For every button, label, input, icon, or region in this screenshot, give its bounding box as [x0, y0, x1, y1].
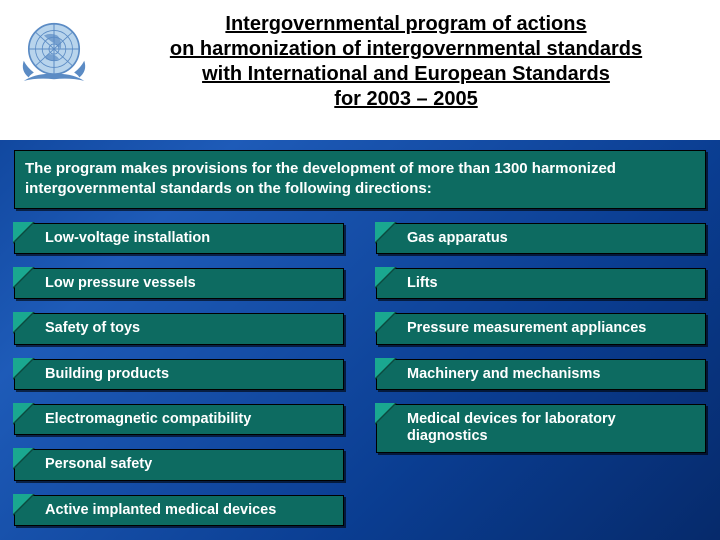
- right-column: Gas apparatus Lifts Pressure measurement a…: [376, 223, 706, 540]
- direction-item: Safety of toys: [14, 313, 344, 344]
- corner-triangle-icon: [13, 403, 35, 425]
- header-row: Intergovernmental program of actions on …: [0, 0, 720, 140]
- direction-label: Pressure measurement appliances: [407, 320, 646, 337]
- page-title: Intergovernmental program of actions on …: [102, 10, 710, 112]
- title-line-1: Intergovernmental program of actions: [225, 13, 586, 35]
- direction-item: Pressure measurement appliances: [376, 313, 706, 344]
- direction-item: Lifts: [376, 268, 706, 299]
- intro-text: The program makes provisions for the dev…: [14, 150, 706, 209]
- direction-item: Medical devices for laboratory diagnosti…: [376, 404, 706, 453]
- un-emblem-icon: [12, 12, 96, 96]
- corner-triangle-icon: [375, 267, 397, 289]
- corner-triangle-icon: [13, 312, 35, 334]
- direction-label: Personal safety: [45, 456, 152, 473]
- direction-label: Medical devices for laboratory diagnosti…: [407, 411, 697, 446]
- direction-item: Personal safety: [14, 449, 344, 480]
- corner-triangle-icon: [13, 358, 35, 380]
- corner-triangle-icon: [13, 448, 35, 470]
- direction-label: Machinery and mechanisms: [407, 366, 600, 383]
- direction-item: Low pressure vessels: [14, 268, 344, 299]
- left-column: Low-voltage installation Low pressure ves…: [14, 223, 344, 540]
- direction-label: Active implanted medical devices: [45, 502, 276, 519]
- title-line-3: with International and European Standard…: [202, 63, 610, 85]
- direction-label: Gas apparatus: [407, 230, 508, 247]
- title-line-2: on harmonization of intergovernmental st…: [170, 38, 642, 60]
- corner-triangle-icon: [13, 494, 35, 516]
- direction-item: Electromagnetic compatibility: [14, 404, 344, 435]
- direction-label: Safety of toys: [45, 320, 140, 337]
- direction-item: Building products: [14, 359, 344, 390]
- direction-label: Lifts: [407, 275, 438, 292]
- direction-label: Low-voltage installation: [45, 230, 210, 247]
- corner-triangle-icon: [375, 222, 397, 244]
- direction-item: Gas apparatus: [376, 223, 706, 254]
- title-line-4: for 2003 – 2005: [334, 88, 477, 110]
- direction-item: Machinery and mechanisms: [376, 359, 706, 390]
- direction-item: Active implanted medical devices: [14, 495, 344, 526]
- directions-columns: Low-voltage installation Low pressure ves…: [0, 209, 720, 540]
- corner-triangle-icon: [13, 267, 35, 289]
- corner-triangle-icon: [13, 222, 35, 244]
- corner-triangle-icon: [375, 403, 397, 425]
- direction-label: Electromagnetic compatibility: [45, 411, 251, 428]
- un-logo: [10, 10, 98, 98]
- corner-triangle-icon: [375, 358, 397, 380]
- direction-label: Building products: [45, 366, 169, 383]
- direction-label: Low pressure vessels: [45, 275, 196, 292]
- direction-item: Low-voltage installation: [14, 223, 344, 254]
- corner-triangle-icon: [375, 312, 397, 334]
